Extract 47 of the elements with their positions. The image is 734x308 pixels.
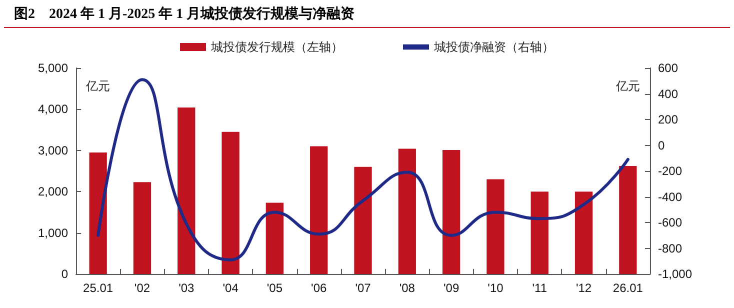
x-tick-label: '11 (532, 281, 548, 295)
bar (530, 192, 548, 274)
y-tick-label: 0 (61, 267, 68, 281)
y-tick-label: 5,000 (38, 61, 68, 75)
legend-label: 城投债发行规模（左轴） (210, 40, 343, 54)
y2-tick-label: -600 (658, 216, 682, 230)
bar (354, 166, 372, 274)
x-tick-label: '05 (266, 281, 283, 295)
legend-label: 城投债净融资（右轴） (433, 40, 554, 54)
bar (442, 150, 460, 274)
y-axis-title: 亿元 (85, 79, 110, 93)
y2-tick-label: -1,000 (658, 267, 692, 281)
x-tick-label: '06 (311, 281, 327, 295)
bar (133, 182, 152, 274)
bar (89, 152, 107, 274)
bar (619, 166, 637, 274)
y2-tick-label: 400 (658, 86, 678, 101)
bar (486, 179, 504, 274)
bar (178, 108, 196, 274)
bar (574, 192, 593, 274)
x-tick-label: '02 (134, 281, 150, 295)
x-tick-label: 26.01 (612, 281, 644, 295)
x-tick-label: '07 (355, 281, 372, 295)
y2-tick-label: 600 (658, 61, 678, 75)
y2-tick-label: 200 (658, 112, 678, 126)
x-tick-label: '03 (178, 281, 195, 295)
y2-tick-label: 0 (658, 138, 665, 152)
chart-title: 图2 2024 年 1 月-2025 年 1 月城投债发行规模与净融资 (4, 0, 730, 28)
y2-tick-label: -400 (658, 190, 682, 204)
x-tick-label: '09 (443, 281, 460, 295)
x-tick-label: '08 (399, 281, 416, 295)
line-series (96, 78, 630, 262)
x-tick-label: 25.01 (83, 281, 114, 295)
x-tick-label: '12 (576, 281, 592, 295)
y2-tick-label: -200 (658, 164, 682, 178)
y-tick-label: 4,000 (38, 102, 68, 116)
y-tick-label: 2,000 (38, 184, 68, 199)
y2-tick-label: -800 (658, 241, 682, 256)
bar (310, 146, 328, 274)
x-tick-label: '10 (488, 281, 504, 295)
y2-axis-title: 亿元 (615, 79, 640, 93)
y-tick-label: 3,000 (38, 143, 68, 158)
y-tick-label: 1,000 (38, 226, 68, 240)
bar (398, 148, 416, 274)
bar (222, 132, 240, 274)
x-tick-label: '04 (222, 281, 239, 295)
bar (266, 202, 284, 274)
